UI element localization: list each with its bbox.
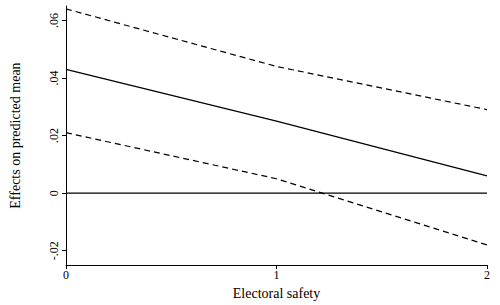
svg-text:.02: .02 [47, 128, 61, 143]
svg-text:0: 0 [63, 268, 69, 282]
svg-text:2: 2 [484, 268, 490, 282]
svg-text:-.02: -.02 [47, 241, 61, 260]
svg-text:1: 1 [274, 268, 280, 282]
svg-text:.04: .04 [47, 70, 61, 85]
svg-text:Electoral safety: Electoral safety [233, 286, 320, 301]
svg-text:Effects on predicted mean: Effects on predicted mean [8, 62, 23, 208]
svg-text:.06: .06 [47, 13, 61, 28]
svg-text:0: 0 [47, 190, 61, 196]
